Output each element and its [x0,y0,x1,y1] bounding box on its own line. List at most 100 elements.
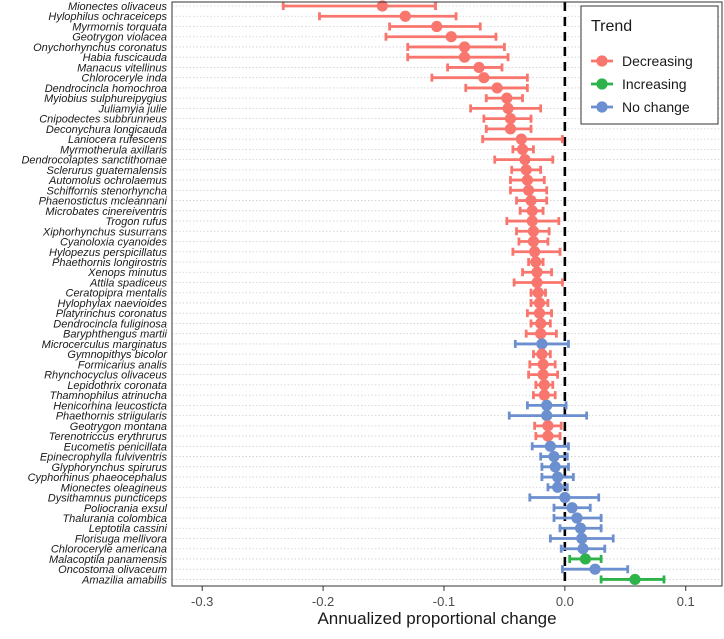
species-label: Microcerculus marginatus [42,339,168,351]
species-mark [512,276,564,289]
species-mark [481,133,564,145]
species-mark [532,389,557,401]
estimate-point [527,225,540,237]
estimate-point [515,133,527,145]
species-label: Cyphorhinus phaeocephalus [28,472,168,484]
species-mark [484,123,533,135]
legend-entries: Decreasing Increasing No change [591,53,693,115]
species-label: Xiphorhynchus susurrans [42,226,168,238]
estimate-point [520,164,532,176]
estimate-point [491,82,503,94]
species-mark [493,154,555,166]
species-mark [469,102,543,114]
species-mark [510,164,543,176]
species-label: Henicorhina leucosticta [53,400,167,412]
legend-entry: Decreasing [591,53,693,69]
species-label: Dendrocolaptes sanctithomae [21,155,167,167]
species-label: Gymnopithys bicolor [67,349,168,361]
x-tick-label: -0.2 [312,594,334,609]
estimate-point [541,399,553,411]
species-label: Dysithamnus puncticeps [48,493,168,505]
species-label: Myrmornis torquata [72,21,167,33]
estimate-point [502,102,514,114]
estimate-point [536,338,548,350]
species-mark [540,471,575,483]
species-label: Onychorhynchus coronatus [33,42,167,54]
species-label: Oncostoma olivaceum [58,564,167,576]
species-mark [525,399,568,411]
estimate-point [533,297,546,309]
estimate-point [527,235,540,248]
species-label: Habia fuscicauda [83,52,167,64]
species-mark [534,379,555,391]
species-label: Rhynchocyclus olivaceus [44,370,167,382]
estimate-point [549,461,561,473]
estimate-point [532,287,544,299]
species-mark [539,450,569,463]
legend-entry: Increasing [591,76,687,92]
estimate-point [504,113,517,125]
species-mark [533,420,563,432]
species-mark [517,235,550,248]
estimate-point [533,307,546,319]
estimate-point [535,328,547,340]
estimate-point [552,471,564,483]
species-label: Amazilia amabilis [81,574,167,586]
species-mark [559,543,607,555]
species-mark [561,563,630,575]
species-mark [529,287,547,299]
species-label: Hylopezus perspicillatus [49,247,167,259]
species-mark [430,72,529,84]
gridlines [172,5,722,580]
species-mark [511,246,562,258]
species-mark [529,297,550,309]
species-label: Attila spadiceus [89,277,168,289]
species-label: Florisuga mellivora [75,533,167,545]
estimate-point [526,215,538,227]
species-mark [318,10,458,22]
species-label: Phaethornis longirostris [52,257,167,269]
x-tick-label: -0.3 [191,594,213,609]
legend-label: Decreasing [622,53,693,69]
species-mark [540,461,570,473]
species-mark [525,307,553,319]
species-label: Poliocrania exsul [84,503,168,515]
species-label: Myiobius sulphureipygius [44,93,167,105]
species-label: Thamnophilus atrinucha [50,390,167,402]
species-label: Chloroceryle inda [81,73,167,85]
estimate-point [538,379,550,391]
estimate-point [576,532,588,545]
species-mark [530,440,570,452]
species-label: Automolus ochrolaemus [48,175,168,187]
legend-key-point [596,101,608,113]
species-label: Cnipodectes subbrunneus [39,114,167,126]
legend-entry: No change [591,99,690,115]
estimate-point [530,256,542,268]
species-label: Juliamyia julie [98,103,167,115]
species-mark [599,573,666,586]
estimate-point [531,276,543,289]
estimate-point [579,553,592,565]
species-mark [534,430,562,442]
species-label: Sclerurus guatemalensis [47,165,168,177]
estimate-point [526,205,538,217]
estimate-point [478,72,490,84]
estimate-point [445,31,457,43]
species-label: Phaenostictus mcleannani [39,196,168,208]
species-mark [509,174,546,186]
species-label: Hylophylax naevioides [58,298,168,310]
estimate-point [542,420,554,432]
estimate-point [376,0,388,12]
species-label: Microbates cinereiventris [45,206,167,218]
species-mark [518,205,545,217]
estimate-point [571,512,583,524]
legend-title: Trend [591,18,632,35]
species-label: Thalurania colombica [62,513,167,525]
species-mark [515,194,549,207]
estimate-point [529,246,541,258]
estimate-point [566,502,578,514]
species-mark [552,512,603,524]
x-axis-ticks: -0.3 -0.2 -0.1 0.0 0.1 [191,586,695,609]
species-label: Terenotriccus erythrurus [49,431,168,443]
species-label: Myrmotherula axillaris [60,144,167,156]
